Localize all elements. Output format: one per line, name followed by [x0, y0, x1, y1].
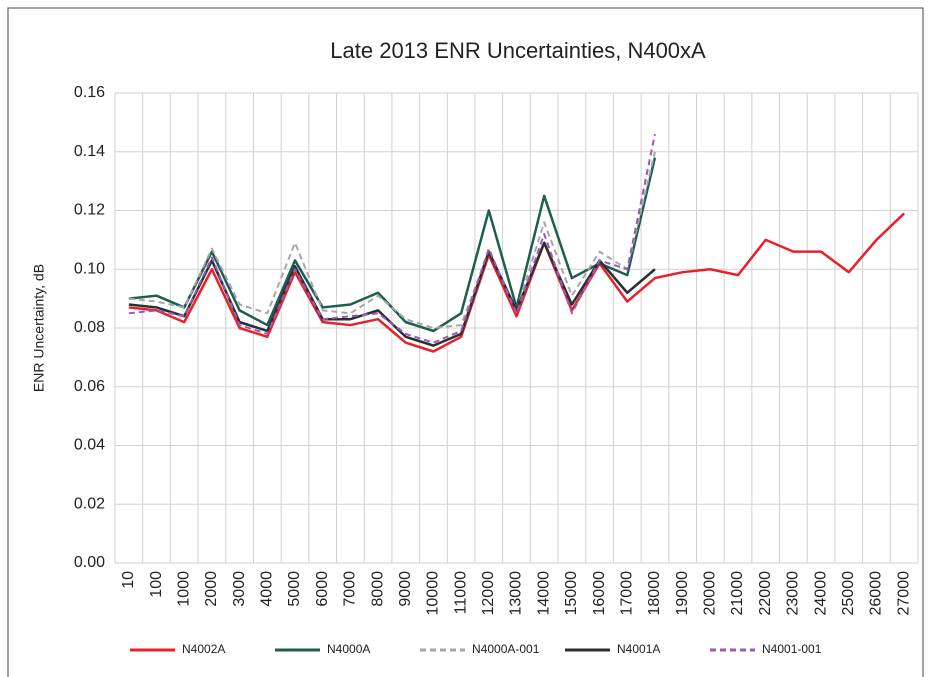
- x-tick-label: 25000: [840, 571, 857, 616]
- x-tick-label: 20000: [702, 571, 719, 616]
- x-tick-label: 26000: [868, 571, 885, 616]
- series-line: [128, 151, 656, 329]
- x-tick-label: 24000: [812, 571, 829, 616]
- y-tick-label: 0.10: [74, 260, 105, 277]
- x-tick-label: 23000: [785, 571, 802, 616]
- legend-label: N4000A-001: [472, 642, 540, 656]
- x-tick-label: 3000: [231, 571, 248, 607]
- x-tick-label: 10000: [425, 571, 442, 616]
- y-tick-label: 0.12: [74, 202, 105, 219]
- x-tick-label: 1000: [175, 571, 192, 607]
- x-tick-label: 19000: [674, 571, 691, 616]
- x-tick-label: 14000: [535, 571, 552, 616]
- x-tick-label: 15000: [563, 571, 580, 616]
- x-tick-label: 17000: [618, 571, 635, 616]
- chart-title: Late 2013 ENR Uncertainties, N400xA: [330, 38, 706, 63]
- x-tick-label: 21000: [729, 571, 746, 616]
- x-tick-label: 5000: [286, 571, 303, 607]
- y-tick-label: 0.00: [74, 554, 105, 571]
- legend-label: N4002A: [182, 642, 225, 656]
- x-tick-label: 100: [148, 571, 165, 598]
- y-tick-label: 0.06: [74, 378, 105, 395]
- x-tick-label: 18000: [646, 571, 663, 616]
- x-tick-label: 8000: [369, 571, 386, 607]
- x-tick-label: 6000: [314, 571, 331, 607]
- series-line: [128, 133, 656, 344]
- x-tick-label: 7000: [342, 571, 359, 607]
- chart-border: [7, 7, 924, 677]
- x-tick-label: 4000: [259, 571, 276, 607]
- x-tick-label: 22000: [757, 571, 774, 616]
- x-tick-label: 9000: [397, 571, 414, 607]
- x-tick-label: 16000: [591, 571, 608, 616]
- legend-label: N4001A: [617, 642, 660, 656]
- legend-label: N4000A: [327, 642, 370, 656]
- x-tick-label: 11000: [452, 571, 469, 614]
- legend-label: N4001-001: [762, 642, 822, 656]
- x-tick-label: 10: [120, 571, 137, 589]
- y-tick-label: 0.04: [74, 437, 105, 454]
- y-tick-label: 0.14: [74, 143, 105, 160]
- y-tick-label: 0.08: [74, 319, 105, 336]
- x-tick-label: 12000: [480, 571, 497, 616]
- y-tick-label: 0.02: [74, 495, 105, 512]
- x-tick-label: 27000: [895, 571, 912, 616]
- x-tick-label: 13000: [508, 571, 525, 616]
- y-axis-label: ENR Uncertainty, dB: [31, 264, 47, 392]
- series-line: [128, 212, 906, 353]
- x-tick-label: 2000: [203, 571, 220, 607]
- y-tick-label: 0.16: [74, 84, 105, 101]
